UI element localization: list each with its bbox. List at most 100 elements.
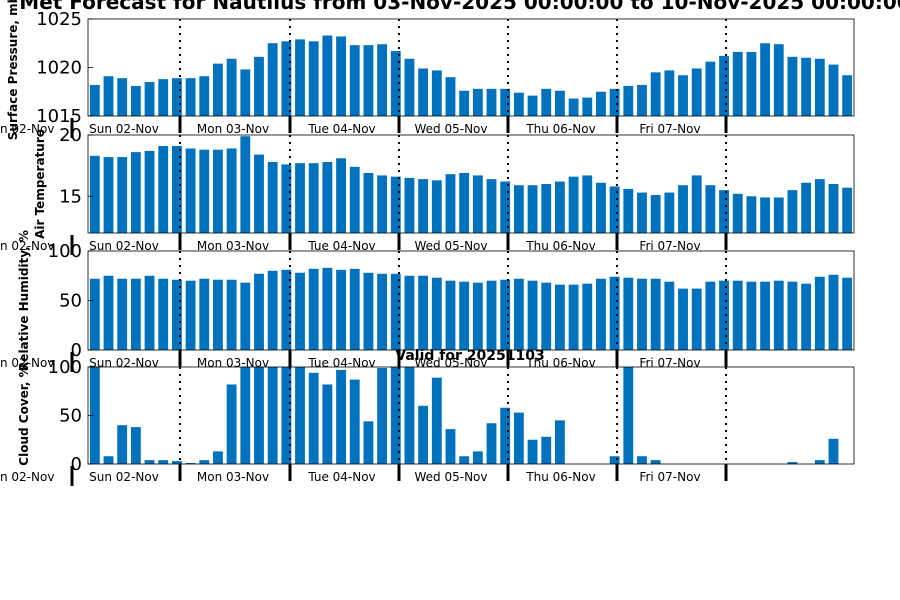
bar bbox=[226, 148, 237, 233]
bar bbox=[554, 284, 565, 350]
bar bbox=[814, 179, 825, 233]
y-tick-label: 100 bbox=[48, 357, 82, 378]
day-label: Wed 05-Nov bbox=[415, 470, 488, 484]
bar bbox=[787, 56, 798, 116]
bar bbox=[267, 43, 278, 116]
bar bbox=[773, 44, 784, 116]
y-tick-label: 1025 bbox=[36, 9, 82, 30]
bar bbox=[267, 270, 278, 350]
bar bbox=[130, 427, 141, 464]
bar bbox=[582, 175, 593, 233]
bar bbox=[678, 288, 688, 350]
bar bbox=[746, 51, 757, 117]
day-label-edge: n 02-Nov bbox=[0, 122, 54, 136]
bar bbox=[513, 185, 524, 233]
bar bbox=[814, 58, 825, 116]
bar bbox=[486, 423, 497, 464]
bar bbox=[732, 280, 743, 350]
bar bbox=[842, 277, 853, 350]
y-tick-label: 0 bbox=[71, 340, 82, 361]
bar bbox=[637, 84, 647, 116]
y-tick-label: 1020 bbox=[36, 58, 82, 79]
bar bbox=[500, 407, 511, 464]
bar bbox=[103, 157, 114, 233]
bar bbox=[322, 161, 333, 233]
day-label: Wed 05-Nov bbox=[415, 239, 488, 253]
bar bbox=[678, 185, 688, 233]
bar bbox=[267, 367, 278, 464]
day-label: Thu 06-Nov bbox=[525, 470, 595, 484]
bar bbox=[404, 367, 415, 464]
bar bbox=[103, 456, 114, 464]
bar bbox=[773, 280, 784, 350]
bar bbox=[281, 269, 292, 350]
bar bbox=[308, 163, 319, 233]
bar bbox=[404, 177, 415, 234]
bar bbox=[322, 35, 333, 116]
day-label: Wed 05-Nov bbox=[415, 356, 488, 370]
day-label: Thu 06-Nov bbox=[525, 122, 595, 136]
bar bbox=[705, 185, 716, 233]
bar bbox=[623, 85, 634, 116]
bar bbox=[103, 275, 114, 350]
day-label: Fri 07-Nov bbox=[639, 470, 700, 484]
bar bbox=[787, 462, 798, 464]
bar bbox=[554, 90, 565, 116]
bar bbox=[445, 174, 456, 233]
day-label: Sun 02-Nov bbox=[89, 470, 159, 484]
day-label: Mon 03-Nov bbox=[197, 122, 269, 136]
bar bbox=[349, 268, 360, 350]
bar bbox=[281, 41, 292, 117]
bar bbox=[445, 77, 456, 116]
bar bbox=[226, 279, 237, 350]
bar bbox=[554, 420, 565, 464]
panel-2: 15 20 Air Temperature Sun 02-Nov Mon 03-Nov T… bbox=[0, 125, 855, 255]
bar bbox=[295, 39, 305, 117]
bar bbox=[801, 283, 812, 350]
bar bbox=[226, 384, 237, 464]
bar bbox=[472, 175, 483, 233]
bar bbox=[664, 192, 675, 233]
bar bbox=[336, 269, 346, 350]
bar bbox=[459, 172, 470, 233]
bar bbox=[308, 372, 319, 464]
bar bbox=[732, 51, 743, 117]
day-label-edge: n 02-Nov bbox=[0, 356, 54, 370]
bar bbox=[568, 98, 579, 116]
bar bbox=[117, 78, 128, 116]
day-label: Sun 02-Nov bbox=[89, 122, 159, 136]
bar bbox=[513, 412, 524, 464]
bar bbox=[582, 283, 593, 350]
bar bbox=[418, 275, 429, 350]
bar bbox=[787, 281, 798, 350]
bar bbox=[404, 58, 415, 116]
bar bbox=[760, 197, 771, 233]
bar bbox=[623, 367, 634, 464]
bar bbox=[431, 377, 442, 464]
bar bbox=[678, 75, 688, 116]
bar bbox=[431, 180, 442, 233]
bar bbox=[213, 63, 223, 116]
day-label: Tue 04-Nov bbox=[307, 122, 375, 136]
bar bbox=[171, 146, 182, 233]
bar bbox=[363, 421, 374, 464]
bar bbox=[664, 281, 675, 350]
bar bbox=[377, 44, 388, 116]
bar bbox=[158, 278, 169, 350]
bar bbox=[719, 280, 729, 350]
bar bbox=[89, 367, 100, 464]
bar bbox=[554, 181, 565, 233]
bar bbox=[814, 276, 825, 350]
bar bbox=[171, 279, 182, 350]
bar bbox=[89, 278, 100, 350]
bar bbox=[144, 460, 155, 464]
day-label: Thu 06-Nov bbox=[525, 239, 595, 253]
bar bbox=[431, 70, 442, 116]
bar bbox=[541, 88, 552, 116]
bar bbox=[295, 272, 305, 350]
bar bbox=[445, 280, 456, 350]
bar bbox=[185, 463, 196, 464]
y-tick-label: 100 bbox=[48, 241, 82, 262]
bar bbox=[609, 186, 620, 233]
